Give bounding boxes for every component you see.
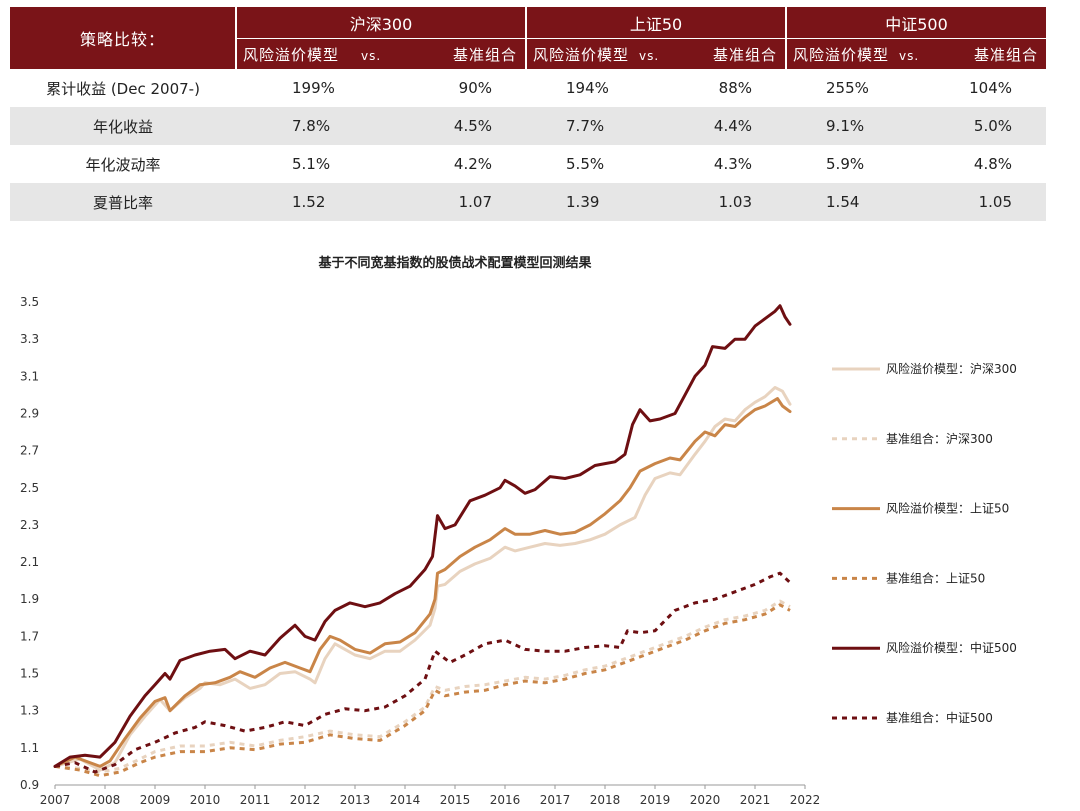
x-tick-label: 2008 [90,793,121,807]
legend-label: 风险溢价模型：上证50 [886,501,1009,516]
x-tick-label: 2018 [590,793,621,807]
table-cell: 4.8% [973,155,1013,173]
x-tick-label: 2015 [440,793,471,807]
y-tick-label: 3.3 [20,332,39,346]
row-label: 年化波动率 [85,155,161,174]
x-tick-label: 2010 [190,793,221,807]
chart-legend: 风险溢价模型：沪深300 基准组合：沪深300 风险溢价模型：上证50 基准组合：上证… [832,361,1017,725]
backtest-line-chart: 基于不同宽基指数的股债战术配置模型回测结果 2007 2008 2009 2010 20… [20,255,1017,807]
row-label: 夏普比率 [10,183,236,221]
group-header-hs300: 沪深300 [234,7,527,39]
table-row: 夏普比率 1.52 1.07 1.39 1.03 1.54 1.05 [10,183,1047,221]
table-cell: 5.9% [826,155,865,173]
group-header-sz50: 上证50 [525,7,787,39]
table-cell: 5.5% [566,155,605,173]
y-tick-label: 1.1 [20,741,39,755]
table-cell: 5.0% [916,107,1047,145]
table-cell: 1.03 [656,183,787,221]
table-cell: 1.39 [526,183,657,221]
subheader-benchmark-zz500: 基准组合 [916,38,1047,69]
x-tick-label: 2016 [490,793,521,807]
y-tick-label: 1.9 [20,592,39,606]
table-cell: 1.54 [786,183,917,221]
y-tick-label: 2.3 [20,518,39,532]
table-cell: 88% [718,79,753,97]
table-cell: 4.5% [381,107,527,145]
chart-axes: 2007 2008 2009 2010 2011 2012 2013 2014 2015 2016… [20,295,820,807]
table-cell: 7.8% [236,107,381,145]
table-cell: 199% [292,79,335,97]
x-tick-label: 2007 [40,793,71,807]
group-header-zz500: 中证500 [785,7,1047,39]
legend-label: 风险溢价模型：沪深300 [886,361,1017,376]
y-tick-label: 0.9 [20,778,39,792]
series-line [53,397,792,768]
table-cell: 194% [566,79,609,97]
x-tick-label: 2013 [340,793,371,807]
table-cell: 1.07 [381,183,527,221]
row-label: 年化收益 [10,107,236,145]
table-cell: 5.1% [292,155,331,173]
x-tick-label: 2009 [140,793,171,807]
subheader-benchmark-hs300: 基准组合 [381,38,527,69]
table-cell: 1.05 [916,183,1047,221]
table-group-header-row: 策略比较： 沪深300 上证50 中证500 [10,7,1047,69]
table-corner-label: 策略比较： [10,7,236,69]
table-cell: 1.52 [236,183,381,221]
comparison-table: 策略比较： 沪深300 上证50 中证500 风险溢价模型 vs. 基准组合 风险… [10,7,1047,221]
x-tick-label: 2011 [240,793,271,807]
y-tick-label: 2.5 [20,481,39,495]
table-cell: 7.7% [526,107,657,145]
y-tick-label: 1.7 [20,629,39,643]
table-cell: 4.2% [453,155,493,173]
x-tick-label: 2019 [640,793,671,807]
x-tick-label: 2022 [790,793,821,807]
vs-label: vs. [639,48,660,63]
y-tick-label: 2.7 [20,444,39,458]
legend-label: 基准组合：沪深300 [886,431,993,446]
x-tick-label: 2020 [690,793,721,807]
x-tick-label: 2012 [290,793,321,807]
series-line [54,571,792,774]
y-tick-label: 1.5 [20,667,39,681]
vs-label: vs. [361,48,382,63]
table-row: 年化收益 7.8% 4.5% 7.7% 4.4% 9.1% 5.0% [10,107,1047,145]
subheader-model-hs300: 风险溢价模型 vs. [235,38,382,69]
table-subheader-row: 风险溢价模型 vs. 基准组合 风险溢价模型 vs. 基准组合 风险溢价模型 vs. … [10,38,1047,69]
table-cell: 4.3% [713,155,753,173]
table-row: 累计收益 (Dec 2007-) 199% 90% 194% 88% 255% … [10,69,1046,107]
x-tick-label: 2017 [540,793,571,807]
y-tick-label: 2.1 [20,555,39,569]
series-line [53,304,792,768]
legend-label: 基准组合：上证50 [886,570,985,585]
table-cell: 4.4% [656,107,787,145]
chart-series-group [53,304,792,778]
subheader-model-sz50: 风险溢价模型 vs. [525,38,660,69]
row-label: 累计收益 (Dec 2007-) [46,79,200,98]
y-tick-label: 3.5 [20,295,39,309]
chart-title: 基于不同宽基指数的股债战术配置模型回测结果 [317,255,591,271]
table-cell: 255% [826,79,869,97]
subheader-benchmark-sz50: 基准组合 [656,38,787,69]
series-line [54,599,791,774]
y-tick-label: 3.1 [20,369,39,383]
table-row: 年化波动率 5.1% 4.2% 5.5% 4.3% 5.9% 4.8% [10,145,1046,183]
vs-label: vs. [899,48,920,63]
table-cell: 104% [969,79,1013,97]
table-cell: 9.1% [786,107,917,145]
series-line [54,603,791,778]
y-tick-label: 2.9 [20,406,39,420]
y-tick-label: 1.3 [20,704,39,718]
legend-label: 基准组合：中证500 [886,710,993,725]
subheader-model-zz500: 风险溢价模型 vs. [785,38,920,69]
table-cell: 90% [458,79,493,97]
legend-label: 风险溢价模型：中证500 [886,640,1017,655]
x-tick-label: 2021 [740,793,771,807]
x-tick-label: 2014 [390,793,421,807]
